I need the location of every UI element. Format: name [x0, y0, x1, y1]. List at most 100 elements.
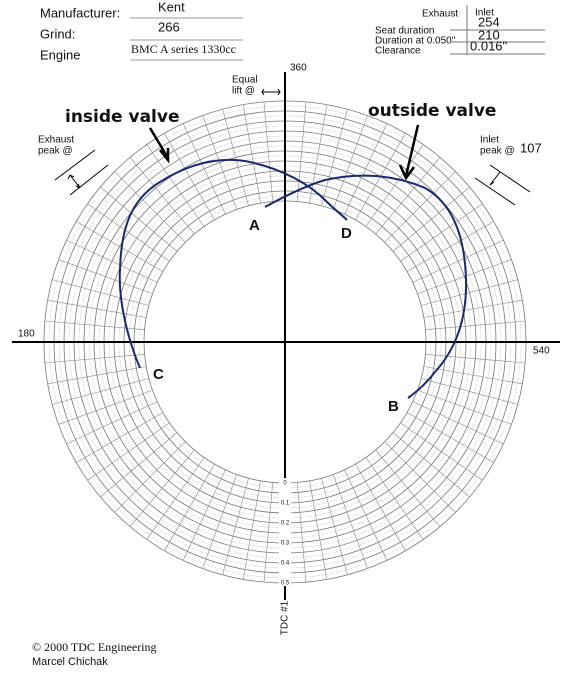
annotation: 107 — [520, 140, 542, 155]
point-label: B — [388, 398, 399, 415]
grid-spoke — [202, 115, 238, 210]
annotation: outside valve — [368, 101, 496, 121]
grid-spoke — [52, 378, 149, 405]
grid-spoke — [222, 109, 249, 206]
grid-spoke — [421, 378, 518, 405]
grid-spoke — [344, 123, 388, 215]
arrow — [261, 88, 281, 96]
value: Kent — [158, 0, 185, 14]
grid-spoke — [114, 171, 186, 243]
grid-spoke — [423, 366, 523, 385]
axis-label: 360 — [290, 63, 307, 74]
label: Engine — [40, 47, 80, 62]
outside-valve-curve — [264, 174, 468, 399]
grid-spoke — [421, 279, 518, 306]
grid-spoke — [392, 186, 470, 252]
lift-scale: 0 0.1 0.2 0.3 0.4 0.5 — [279, 478, 291, 587]
label: Manufacturer: — [40, 5, 120, 20]
value: 266 — [158, 19, 180, 34]
grid-spoke — [321, 478, 348, 575]
grid-spoke — [242, 104, 261, 204]
grid-spoke — [87, 422, 170, 481]
grid-spoke — [412, 239, 504, 283]
grid-spoke — [87, 203, 170, 262]
scale-label: 0.4 — [281, 561, 290, 567]
grid-spoke — [296, 482, 307, 583]
grid-spoke — [365, 457, 424, 540]
cell: 254 — [478, 14, 500, 29]
point-label: D — [341, 225, 352, 242]
value: BMC A series 1330cc — [131, 42, 236, 56]
row-label: Seat duration — [375, 26, 435, 37]
grid-spoke — [164, 463, 215, 551]
label: Grind: — [40, 26, 75, 41]
grid-spoke — [47, 299, 147, 318]
annotation: Inlet — [480, 135, 499, 146]
grid-spoke — [406, 221, 494, 272]
grid-spoke — [129, 157, 195, 235]
annotation: inside valve — [65, 107, 179, 127]
grid-spoke — [332, 115, 368, 210]
grid-spoke — [321, 109, 348, 206]
grid-spoke — [44, 320, 145, 331]
grid-spoke — [263, 482, 274, 583]
scale-label: 0.5 — [281, 581, 290, 587]
arrow — [54, 149, 109, 196]
grid-spoke — [66, 239, 158, 283]
grid-spoke — [412, 401, 504, 445]
scale-label: 0 — [283, 481, 287, 487]
grid-spoke — [182, 469, 226, 561]
grid-spoke — [309, 480, 328, 580]
grid-spoke — [406, 412, 494, 463]
grid-spoke — [400, 203, 483, 262]
annotation: Exhaust — [38, 135, 74, 146]
axis-label: 540 — [533, 346, 550, 357]
row-label: Clearance — [375, 46, 421, 57]
arrow — [148, 127, 170, 164]
grid-spoke — [44, 353, 145, 364]
grid-spoke — [242, 480, 261, 580]
grid-spoke — [417, 389, 512, 425]
col-header: Exhaust — [422, 9, 458, 20]
grid-spoke — [58, 259, 153, 295]
scale-label: 0.1 — [281, 501, 290, 507]
annotation: lift @ — [232, 86, 255, 97]
inside-valve-curve — [118, 158, 348, 369]
grid-spoke — [296, 101, 307, 202]
arrow — [474, 164, 531, 206]
cell: 210 — [478, 27, 500, 42]
header: Manufacturer: Kent Grind: 266 Engine BMC… — [40, 0, 243, 62]
scale-bg — [279, 478, 291, 586]
grid-spoke — [344, 469, 388, 561]
scale-label: 0.3 — [281, 541, 290, 547]
grid-spoke — [355, 463, 406, 551]
point-label: A — [249, 217, 260, 234]
grid-spoke — [58, 389, 153, 425]
scale-label: 0.2 — [281, 521, 290, 527]
grid-spoke — [384, 171, 456, 243]
annotation: peak @ — [480, 146, 515, 157]
grid-spoke — [400, 422, 483, 481]
annotation: Equal — [232, 75, 258, 86]
grid-spoke — [392, 432, 470, 498]
footer-text: Marcel Chichak — [32, 656, 108, 668]
grid-spoke — [375, 157, 441, 235]
grid-spoke — [425, 320, 526, 331]
row-label: Duration at 0.050" — [375, 36, 456, 47]
grid-spoke — [309, 104, 328, 204]
point-label: C — [153, 366, 164, 383]
grid-spoke — [66, 401, 158, 445]
grid-spoke — [52, 279, 149, 306]
cell: 0.016" — [470, 38, 508, 53]
grid-spoke — [182, 123, 226, 215]
axis-label: 180 — [18, 329, 35, 340]
grid-spoke — [263, 101, 274, 202]
arrow — [398, 124, 420, 181]
grid-spoke — [76, 221, 164, 272]
grid-spoke — [365, 144, 424, 227]
grid-spoke — [332, 474, 368, 569]
grid-spoke — [146, 144, 205, 227]
annotation: peak @ — [38, 146, 73, 157]
grid-spoke — [100, 432, 178, 498]
grid-spoke — [146, 457, 205, 540]
